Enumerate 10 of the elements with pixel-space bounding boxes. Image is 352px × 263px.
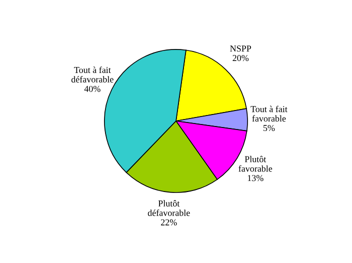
slice-label: Tout à fait défavorable bbox=[71, 66, 114, 82]
data-label: 40% bbox=[84, 86, 100, 92]
slice-label: Plutôt favorable bbox=[238, 156, 272, 172]
slice-label: Plutôt défavorable bbox=[148, 200, 190, 216]
data-label: 20% bbox=[232, 54, 249, 62]
slice-label: Tout à fait favorable bbox=[250, 106, 288, 122]
data-label: 22% bbox=[160, 219, 177, 226]
data-label: 13% bbox=[248, 175, 264, 182]
data-label: 5% bbox=[263, 124, 275, 132]
slice-label: NSPP bbox=[230, 46, 252, 52]
